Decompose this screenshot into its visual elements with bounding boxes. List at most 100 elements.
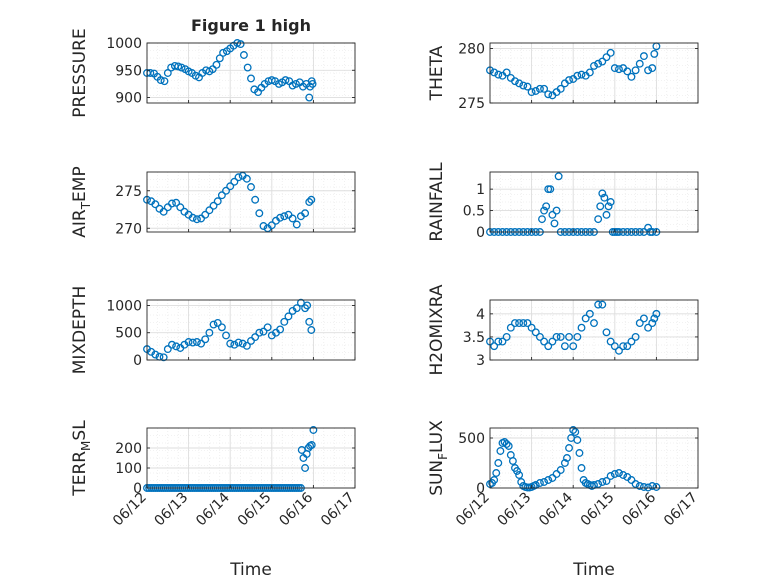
data-point: [197, 339, 206, 348]
data-point: [540, 206, 549, 215]
data-point: [247, 74, 255, 83]
data-point: [205, 328, 214, 337]
data-point: [544, 342, 553, 351]
y-tick-label: 0: [133, 481, 142, 497]
x-tick-label: 06/15: [578, 490, 618, 530]
data-point: [192, 338, 201, 346]
data-point: [188, 213, 197, 222]
x-tick-label: 06/12: [453, 490, 493, 530]
data-point: [301, 464, 310, 472]
data-point: [594, 480, 603, 488]
data-point: [652, 483, 661, 491]
data-point: [540, 478, 549, 486]
data-point: [308, 79, 317, 88]
data-point: [163, 345, 172, 354]
y-tick-label: 0.5: [463, 204, 485, 220]
data-series: [486, 42, 661, 100]
data-point: [598, 189, 607, 198]
data-point: [604, 202, 613, 211]
data-point: [305, 317, 314, 326]
data-point: [494, 70, 503, 79]
data-point: [255, 209, 264, 218]
data-point: [602, 53, 611, 62]
data-point: [615, 469, 623, 477]
y-tick-label: 0: [133, 353, 142, 369]
data-point: [234, 173, 243, 182]
data-point: [556, 332, 565, 341]
axes-box: [146, 171, 356, 233]
data-point: [556, 466, 565, 474]
data-point: [538, 215, 546, 224]
data-point: [226, 339, 235, 348]
axes-box: [146, 427, 356, 489]
axes-box: [489, 427, 699, 489]
subplot-mixdepth: 0 500 1000 MIXDEPTH: [70, 286, 356, 375]
data-series: [143, 39, 317, 102]
subplot-terr_msl: 0 100 200 06/12 06/13 06/14 06/15 06/16 06/17 Tim…: [70, 420, 358, 580]
data-point: [573, 71, 582, 80]
data-point: [230, 340, 239, 349]
y-tick-label: 275: [458, 96, 485, 112]
data-point: [259, 327, 268, 336]
data-point: [234, 338, 243, 347]
data-point: [515, 319, 524, 328]
data-point: [569, 342, 578, 351]
data-point: [188, 338, 197, 347]
data-point: [215, 54, 224, 63]
x-tick-label: 06/17: [661, 490, 701, 530]
data-point: [502, 332, 511, 341]
data-point: [307, 195, 316, 204]
y-axis-label: AIRTEMP: [70, 166, 93, 237]
y-axis-label: SUNFLUX: [427, 420, 450, 496]
grid: [490, 300, 698, 361]
data-point: [648, 64, 657, 73]
data-point: [259, 222, 268, 230]
data-point: [577, 464, 586, 472]
data-point: [222, 186, 230, 195]
data-point: [600, 193, 609, 202]
data-point: [219, 48, 228, 57]
data-point: [602, 328, 611, 337]
data-point: [577, 70, 586, 79]
data-point: [159, 207, 168, 216]
data-point: [577, 323, 586, 332]
grid: [490, 172, 698, 233]
data-point: [606, 48, 615, 57]
data-point: [535, 84, 544, 93]
data-point: [523, 319, 532, 328]
data-point: [498, 337, 507, 346]
grid: [147, 172, 355, 232]
data-point: [575, 449, 584, 457]
data-point: [644, 483, 653, 492]
data-point: [504, 442, 513, 450]
x-axis-label: Time: [572, 560, 615, 580]
data-point: [606, 198, 615, 206]
data-point: [291, 79, 300, 88]
axes-box: [489, 171, 699, 233]
y-tick-label: 1000: [106, 36, 142, 52]
data-point: [515, 79, 524, 88]
data-point: [288, 214, 297, 223]
data-point: [596, 202, 605, 211]
data-point: [635, 482, 644, 490]
data-point: [151, 200, 160, 209]
data-point: [644, 66, 653, 75]
data-point: [531, 87, 540, 95]
data-point: [619, 471, 628, 479]
y-tick-label: 4: [476, 307, 485, 323]
data-point: [201, 210, 210, 219]
data-point: [301, 209, 310, 218]
data-point: [267, 76, 276, 85]
data-point: [230, 177, 239, 186]
axes-box: [146, 299, 356, 361]
subplot-rainfall: 0 0.5 1 RAINFALL: [427, 162, 699, 242]
y-tick-label: 0: [476, 481, 485, 497]
data-point: [544, 476, 553, 484]
subplot-pressure: 900 950 1000 PRESSURE Figure 1 high: [70, 16, 356, 118]
grid: [147, 300, 355, 361]
y-axis-label: MIXDEPTH: [70, 286, 90, 375]
grid: [147, 42, 355, 103]
data-point: [615, 65, 623, 74]
data-point: [650, 314, 659, 323]
data-point: [594, 215, 603, 224]
